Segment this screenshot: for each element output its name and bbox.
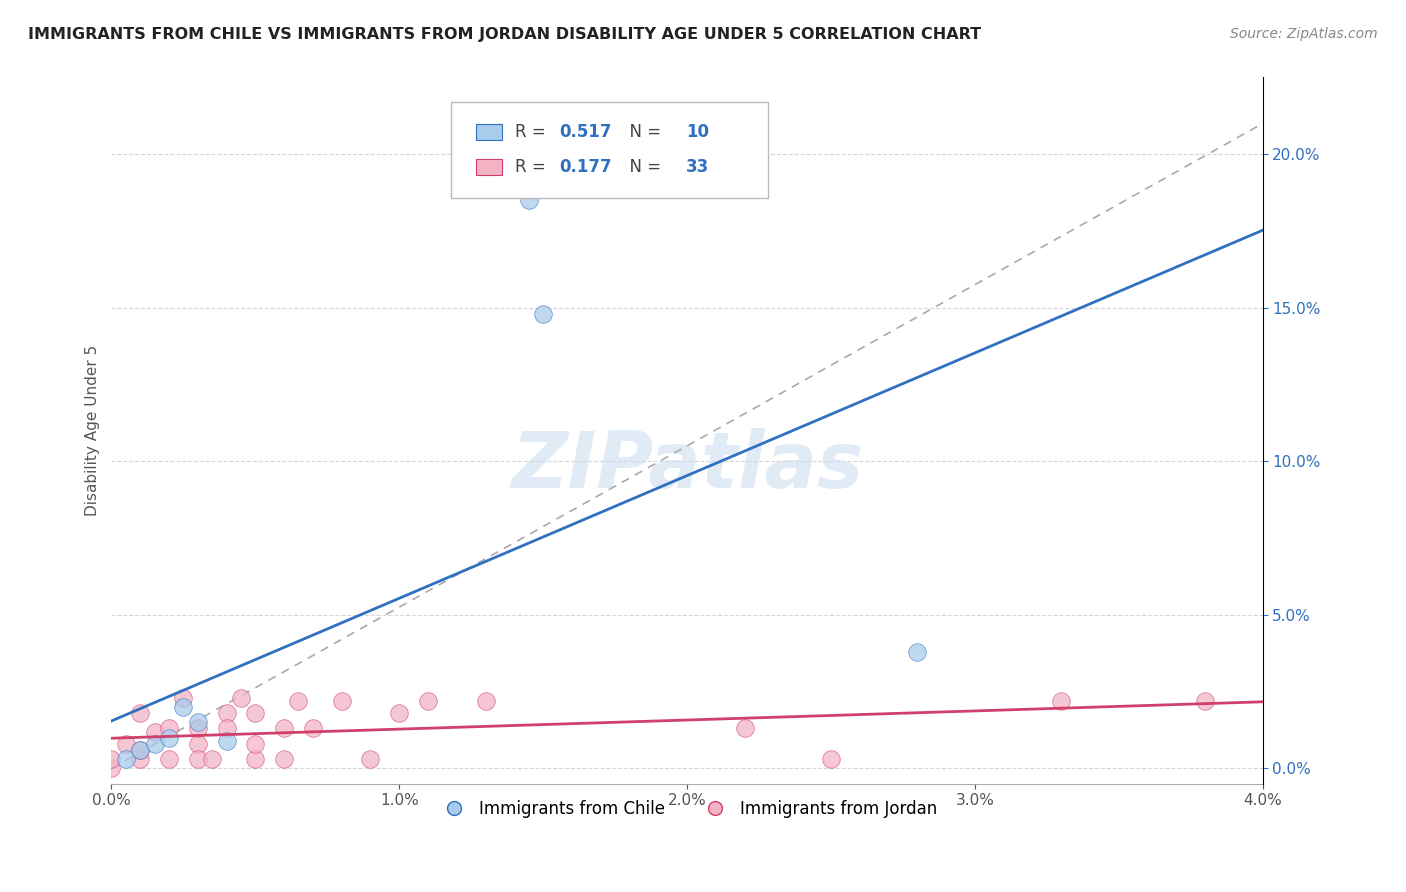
Point xyxy=(172,700,194,714)
Point xyxy=(287,694,309,708)
FancyBboxPatch shape xyxy=(451,103,768,197)
Point xyxy=(114,752,136,766)
Point xyxy=(531,307,554,321)
Point xyxy=(215,722,238,736)
Point xyxy=(245,737,267,751)
Point xyxy=(330,694,353,708)
Point xyxy=(129,743,152,757)
Point xyxy=(388,706,411,720)
Point xyxy=(129,743,152,757)
Legend: Immigrants from Chile, Immigrants from Jordan: Immigrants from Chile, Immigrants from J… xyxy=(430,794,943,825)
FancyBboxPatch shape xyxy=(477,124,502,139)
Point xyxy=(157,722,180,736)
Text: ZIPatlas: ZIPatlas xyxy=(510,428,863,504)
Point xyxy=(187,722,209,736)
Point xyxy=(215,733,238,747)
Point xyxy=(229,690,252,705)
Point xyxy=(157,752,180,766)
Point xyxy=(517,194,540,208)
Point xyxy=(114,737,136,751)
FancyBboxPatch shape xyxy=(477,160,502,175)
Text: R =: R = xyxy=(516,123,551,141)
Text: R =: R = xyxy=(516,158,551,176)
Point xyxy=(302,722,325,736)
Point xyxy=(416,694,439,708)
Point xyxy=(129,752,152,766)
Point xyxy=(201,752,224,766)
Point xyxy=(905,645,928,659)
Text: 33: 33 xyxy=(686,158,709,176)
Point xyxy=(157,731,180,745)
Point xyxy=(273,752,295,766)
Point xyxy=(143,737,166,751)
Point xyxy=(187,715,209,730)
Point xyxy=(129,706,152,720)
Point xyxy=(143,724,166,739)
Point xyxy=(100,752,122,766)
Point xyxy=(1050,694,1073,708)
Text: 0.517: 0.517 xyxy=(560,123,612,141)
Text: IMMIGRANTS FROM CHILE VS IMMIGRANTS FROM JORDAN DISABILITY AGE UNDER 5 CORRELATI: IMMIGRANTS FROM CHILE VS IMMIGRANTS FROM… xyxy=(28,27,981,42)
Point xyxy=(215,706,238,720)
Point xyxy=(187,737,209,751)
Point xyxy=(172,690,194,705)
Text: 10: 10 xyxy=(686,123,709,141)
Point xyxy=(245,752,267,766)
Text: 0.177: 0.177 xyxy=(560,158,612,176)
Point xyxy=(273,722,295,736)
Text: Source: ZipAtlas.com: Source: ZipAtlas.com xyxy=(1230,27,1378,41)
Point xyxy=(734,722,756,736)
Text: N =: N = xyxy=(619,158,666,176)
Point xyxy=(187,752,209,766)
Point xyxy=(1194,694,1216,708)
Point xyxy=(359,752,381,766)
Point xyxy=(474,694,496,708)
Y-axis label: Disability Age Under 5: Disability Age Under 5 xyxy=(86,345,100,516)
Point xyxy=(820,752,842,766)
Text: N =: N = xyxy=(619,123,666,141)
Point xyxy=(245,706,267,720)
Point xyxy=(100,761,122,775)
